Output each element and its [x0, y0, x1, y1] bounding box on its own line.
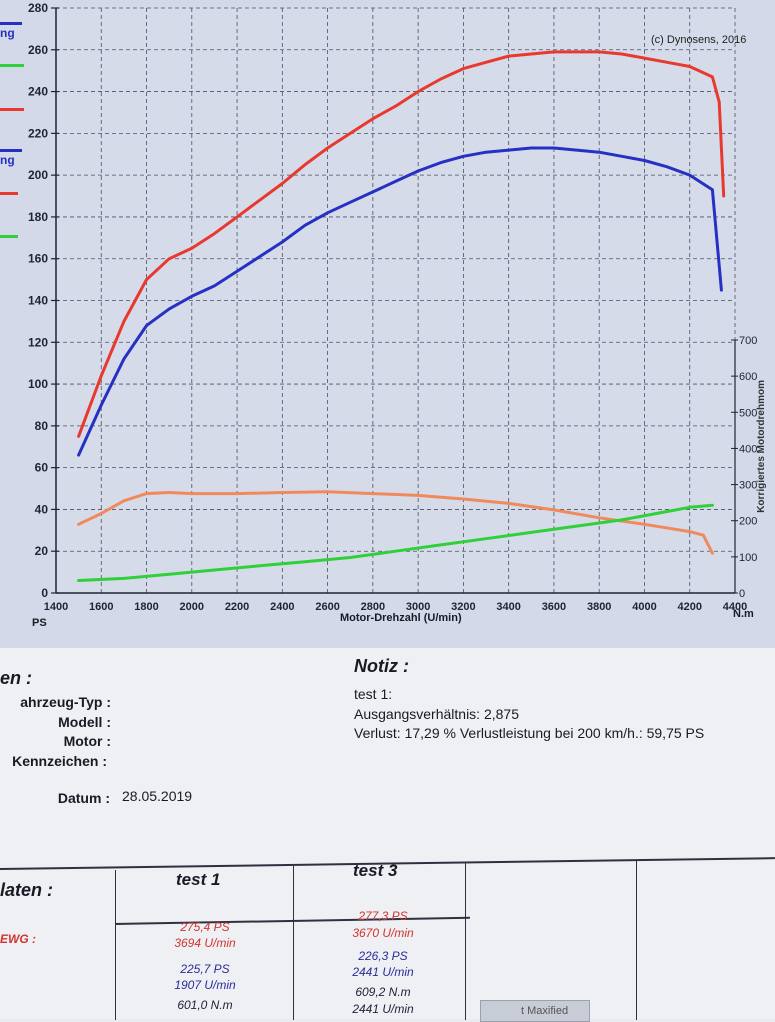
y-tick-label: 60: [35, 461, 49, 475]
y-tick-label: 260: [28, 43, 48, 57]
x-tick-label: 2800: [361, 601, 385, 613]
notes-line-1: test 1:: [354, 686, 393, 702]
test1-torque: 601,0 N.m: [177, 998, 233, 1012]
test1-power: 275,4 PS: [180, 920, 230, 934]
legend-line-red-2: [0, 235, 18, 238]
y2-tick-label: 500: [739, 407, 757, 419]
legend-fragment-1: ng: [0, 26, 15, 40]
taskbar-button[interactable]: t Maxified: [480, 1000, 590, 1022]
report-info-section: en : ahrzeug-Typ : Modell : Motor : Kenn…: [0, 648, 775, 1019]
legend-line-green-2: [0, 192, 18, 195]
legend-fragment-2: ng: [0, 153, 15, 167]
x-tick-label: 1600: [89, 601, 113, 613]
right-axis-title: Korrigiertes Motordrehmom: [756, 380, 767, 513]
x-tick-label: 3400: [496, 601, 520, 613]
series-line-4: [77, 503, 714, 582]
test3-power: 277,3 PS: [358, 909, 408, 923]
x-tick-label: 1400: [44, 601, 68, 613]
y2-tick-label: 300: [739, 480, 757, 492]
right-axis-unit: N.m: [733, 608, 754, 620]
engine-label: Motor :: [63, 733, 111, 749]
y2-tick-label: 700: [739, 335, 757, 347]
date-value: 28.05.2019: [122, 788, 193, 804]
y-tick-label: 0: [41, 586, 48, 600]
series-line-3: [77, 490, 714, 555]
y-tick-label: 20: [35, 544, 49, 558]
legend-line-1: [0, 22, 22, 25]
x-tick-label: 3800: [587, 601, 611, 613]
notes-title: Notiz :: [354, 656, 409, 676]
notes-line-3: Verlust: 17,29 % Verlustleistung bei 200…: [354, 725, 705, 741]
y2-tick-label: 600: [739, 371, 757, 383]
col-divider-3: [465, 863, 466, 1020]
legend-line-2: [0, 149, 22, 152]
x-tick-label: 2200: [225, 601, 249, 613]
y-tick-label: 100: [28, 377, 48, 391]
x-tick-label: 3200: [451, 601, 475, 613]
y-tick-label: 220: [28, 126, 48, 140]
x-tick-label: 2000: [180, 601, 204, 613]
x-tick-label: 3600: [542, 601, 566, 613]
y-tick-label: 180: [28, 210, 48, 224]
col-divider-2: [293, 866, 294, 1020]
dyno-chart-panel: 1400 1600 1800 2000 2200 2400 2600 2800 3000 3200…: [0, 0, 775, 648]
row-label-ewg: EWG :: [0, 932, 36, 946]
test1-wheel-power: 225,7 PS: [180, 962, 230, 976]
series-line-2: [77, 146, 723, 457]
x-tick-label: 4200: [677, 601, 701, 613]
y-tick-label: 40: [35, 502, 49, 516]
series-line-1: [77, 50, 726, 438]
y-tick-label: 80: [35, 419, 49, 433]
table-row-title: laten :: [0, 880, 54, 900]
copyright-label: (c) Dynosens, 2016: [651, 34, 747, 46]
y2-tick-label: 200: [739, 516, 757, 528]
plate-label: Kennzeichen :: [12, 753, 107, 769]
date-label: Datum :: [57, 790, 110, 806]
vehicle-type-label: ahrzeug-Typ :: [20, 694, 111, 710]
test3-wheel-rpm: 2441 U/min: [352, 965, 414, 979]
y2-tick-label: 400: [739, 443, 757, 455]
x-axis-title: Motor-Drehzahl (U/min): [340, 612, 462, 624]
test3-torque: 609,2 N.m: [355, 985, 411, 999]
y-tick-label: 120: [28, 335, 48, 349]
x-tick-label: 4400: [723, 601, 747, 613]
test3-power-rpm: 3670 U/min: [352, 926, 414, 940]
y-tick-label: 140: [28, 294, 48, 308]
col-divider-1: [115, 870, 116, 1020]
col-header-test1: test 1: [176, 870, 221, 889]
x-tick-label: 2600: [315, 601, 339, 613]
section-title: en :: [0, 668, 33, 688]
legend-line-green-1: [0, 64, 24, 67]
y2-tick-label: 100: [739, 552, 757, 564]
x-tick-label: 1800: [134, 601, 158, 613]
x-tick-label: 4000: [632, 601, 656, 613]
test1-wheel-rpm: 1907 U/min: [174, 978, 236, 992]
notes-line-2: Ausgangsverhältnis: 2,875: [354, 706, 519, 722]
y-tick-label: 160: [28, 252, 48, 266]
left-axis-unit: PS: [32, 617, 47, 629]
x-tick-label: 2400: [270, 601, 294, 613]
legend-line-red-1: [0, 108, 24, 111]
model-label: Modell :: [58, 714, 111, 730]
x-tick-label: 3000: [406, 601, 430, 613]
y-tick-label: 200: [28, 168, 48, 182]
y-tick-label: 240: [28, 85, 48, 99]
test1-power-rpm: 3694 U/min: [174, 936, 236, 950]
col-divider-4: [636, 860, 637, 1020]
results-table: laten : test 1 test 3 EWG : 275,4 PS 369…: [0, 840, 775, 1020]
test3-wheel-power: 226,3 PS: [358, 949, 408, 963]
col-header-test3: test 3: [353, 861, 398, 880]
y2-tick-label: 0: [739, 588, 745, 600]
test3-torque-rpm: 2441 U/min: [352, 1002, 414, 1016]
y-tick-label: 280: [28, 1, 48, 15]
dyno-chart: 1400 1600 1800 2000 2200 2400 2600 2800 3000 3200…: [28, 1, 757, 613]
